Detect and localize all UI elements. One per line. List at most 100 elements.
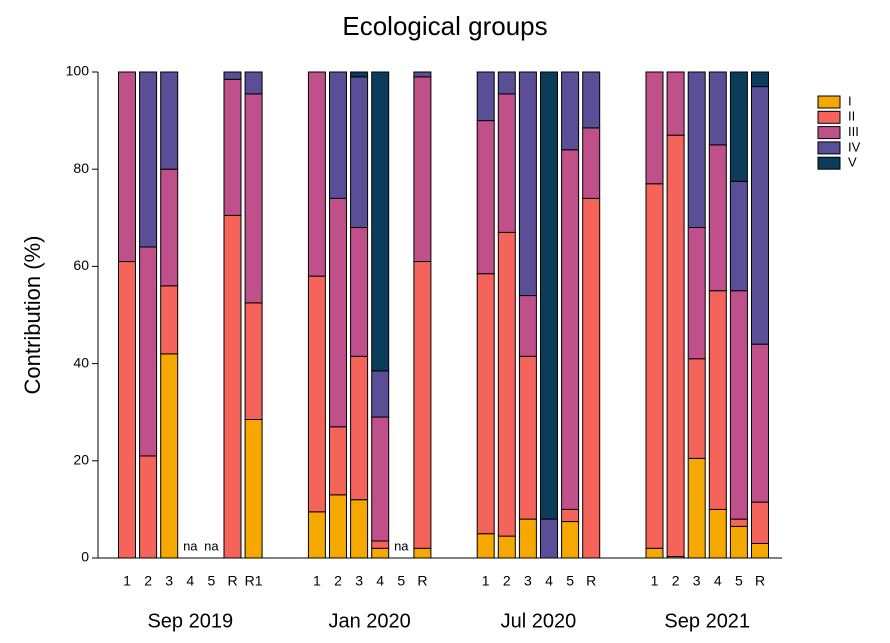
bar-segment bbox=[751, 542, 769, 559]
x-tick-label: 4 bbox=[186, 573, 194, 589]
bar-segment bbox=[307, 71, 326, 277]
x-tick-label: 1 bbox=[482, 573, 490, 589]
bar-segment bbox=[708, 508, 727, 559]
bar-segment bbox=[518, 71, 537, 297]
legend-swatch bbox=[817, 110, 841, 124]
bar-segment bbox=[751, 501, 769, 544]
bar-segment bbox=[223, 71, 242, 80]
bar-segment bbox=[708, 290, 727, 510]
bar-segment bbox=[687, 227, 706, 360]
y-tick-label: 20 bbox=[73, 452, 89, 468]
bar-segment bbox=[118, 261, 136, 559]
bar-segment bbox=[223, 78, 242, 216]
bar-segment bbox=[476, 273, 495, 535]
bar-segment bbox=[751, 71, 769, 88]
bar-segment bbox=[729, 71, 748, 182]
bar-segment bbox=[350, 76, 369, 229]
y-tick-label: 0 bbox=[81, 549, 89, 565]
group-label: Sep 2021 bbox=[664, 610, 750, 632]
y-tick-label: 40 bbox=[73, 354, 89, 370]
x-tick-label: 1 bbox=[651, 573, 659, 589]
group-label: Jul 2020 bbox=[501, 610, 577, 632]
bar-segment bbox=[413, 76, 432, 263]
legend-swatch bbox=[817, 156, 841, 170]
bar-segment bbox=[582, 127, 601, 199]
legend-swatch bbox=[817, 126, 841, 140]
bar-segment bbox=[307, 275, 326, 513]
x-tick-label: 5 bbox=[566, 573, 574, 589]
y-axis-label: Contribution (%) bbox=[20, 236, 45, 395]
bar-segment bbox=[687, 71, 706, 229]
bar-segment bbox=[561, 71, 580, 151]
x-tick-label: 5 bbox=[735, 573, 743, 589]
bar-segment bbox=[139, 71, 158, 248]
bar-segment bbox=[371, 540, 390, 549]
bar-segment bbox=[497, 535, 516, 559]
chart-title: Ecological groups bbox=[342, 11, 547, 41]
bar-segment bbox=[350, 355, 369, 501]
bar-segment bbox=[371, 547, 390, 559]
bar-segment bbox=[476, 533, 495, 559]
x-tick-label: 3 bbox=[165, 573, 173, 589]
bar-segment bbox=[307, 511, 326, 559]
x-tick-label: 5 bbox=[397, 573, 405, 589]
bar-segment bbox=[540, 518, 558, 559]
bar-segment bbox=[413, 547, 432, 559]
bar-segment bbox=[751, 86, 769, 345]
bar-segment bbox=[244, 93, 263, 304]
bar-segment bbox=[729, 180, 748, 292]
bar-segment bbox=[329, 494, 347, 559]
bar-segment bbox=[687, 358, 706, 459]
x-tick-label: 1 bbox=[313, 573, 321, 589]
bar-segment bbox=[561, 149, 580, 510]
bar-segment bbox=[350, 71, 369, 78]
bar-segment bbox=[329, 197, 347, 428]
bar-segment bbox=[518, 518, 537, 559]
bar-segment bbox=[582, 197, 601, 559]
x-tick-label: 2 bbox=[503, 573, 511, 589]
x-tick-label: 2 bbox=[672, 573, 680, 589]
legend-label: V bbox=[848, 155, 857, 170]
bar-segment bbox=[729, 525, 748, 559]
legend-swatch bbox=[817, 95, 841, 109]
y-tick-label: 60 bbox=[73, 257, 89, 273]
bar-segment bbox=[118, 71, 136, 263]
bar-segment bbox=[371, 416, 390, 542]
x-tick-label: 3 bbox=[355, 573, 363, 589]
bar-segment bbox=[244, 418, 263, 559]
bar-segment bbox=[751, 343, 769, 503]
bar-segment bbox=[497, 231, 516, 537]
x-tick-label: 4 bbox=[714, 573, 722, 589]
bar-segment bbox=[329, 426, 347, 496]
y-tick-label: 100 bbox=[66, 63, 90, 79]
bar-segment bbox=[371, 71, 390, 372]
missing-label: na bbox=[183, 538, 198, 553]
bar-segment bbox=[666, 134, 685, 558]
missing-label: na bbox=[394, 538, 409, 553]
x-tick-label: R bbox=[227, 573, 237, 589]
bar-segment bbox=[244, 71, 263, 95]
bar-segment bbox=[645, 71, 664, 185]
bar-segment bbox=[329, 71, 347, 199]
bar-segment bbox=[729, 290, 748, 520]
bar-segment bbox=[582, 71, 601, 129]
bar-segment bbox=[244, 302, 263, 420]
bar-segment bbox=[160, 285, 179, 355]
bar-segment bbox=[708, 144, 727, 292]
legend-label: I bbox=[848, 93, 852, 108]
bar-segment bbox=[476, 71, 495, 122]
bar-segment bbox=[160, 168, 179, 287]
legend-swatch bbox=[817, 141, 841, 155]
bar-segment bbox=[497, 93, 516, 233]
missing-label: na bbox=[204, 538, 219, 553]
bar-segment bbox=[540, 71, 558, 520]
bar-segment bbox=[476, 120, 495, 275]
bar-segment bbox=[371, 370, 390, 418]
x-tick-label: 4 bbox=[376, 573, 384, 589]
bar-segment bbox=[561, 508, 580, 523]
bar-segment bbox=[223, 214, 242, 559]
x-tick-label: 1 bbox=[123, 573, 131, 589]
bar-segment bbox=[413, 261, 432, 549]
bar-segment bbox=[413, 71, 432, 78]
